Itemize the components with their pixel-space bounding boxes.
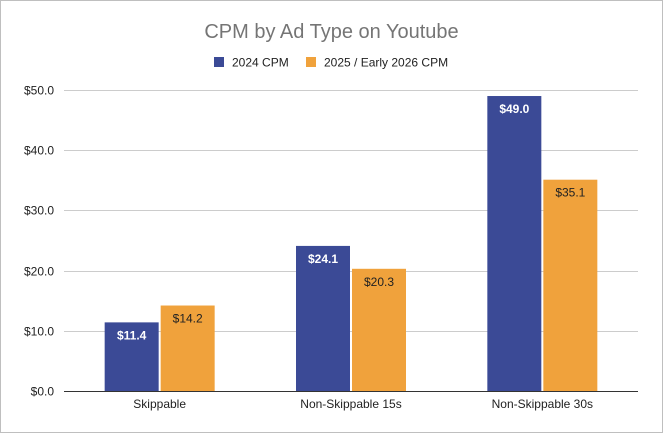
y-tick-label: $30.0 [24,204,54,218]
legend-swatch-2024 [214,57,224,67]
bar-2025-2 [543,179,598,391]
bar-data-label: $49.0 [499,102,529,116]
x-category-label: Non-Skippable 15s [300,397,401,411]
bar-data-label: $20.3 [364,275,394,289]
bar-2025-0 [160,305,215,391]
bar-2024-2 [487,96,542,392]
bars [104,96,598,392]
legend: 2024 CPM 2025 / Early 2026 CPM [214,56,448,70]
bar-data-label: $24.1 [308,252,338,266]
x-category-label: Non-Skippable 30s [492,397,593,411]
x-axis-categories: Skippable Non-Skippable 15s Non-Skippable … [133,397,593,411]
y-axis-ticks: $0.0 $10.0 $20.0 $30.0 $40.0 $50.0 [24,84,54,399]
y-tick-label: $0.0 [31,385,55,399]
chart-title: CPM by Ad Type on Youtube [204,21,458,43]
bar-data-label: $35.1 [555,186,585,200]
bar-2025-1 [352,268,406,391]
bar-data-label: $11.4 [117,328,147,342]
y-tick-label: $40.0 [24,144,54,158]
y-tick-label: $50.0 [24,84,54,98]
gridlines [64,90,638,332]
bar-data-label: $14.2 [173,312,203,326]
bar-2024-1 [296,245,350,391]
y-tick-label: $20.0 [24,265,54,279]
y-tick-label: $10.0 [24,325,54,339]
bar-2024-0 [104,322,159,391]
bar-labels: $11.4 $14.2 $24.1 $20.3 $49.0 $35.1 [117,102,586,342]
legend-swatch-2025 [306,57,316,67]
x-category-label: Skippable [133,397,186,411]
legend-label-2024: 2024 CPM [232,56,289,70]
legend-label-2025: 2025 / Early 2026 CPM [324,56,448,70]
